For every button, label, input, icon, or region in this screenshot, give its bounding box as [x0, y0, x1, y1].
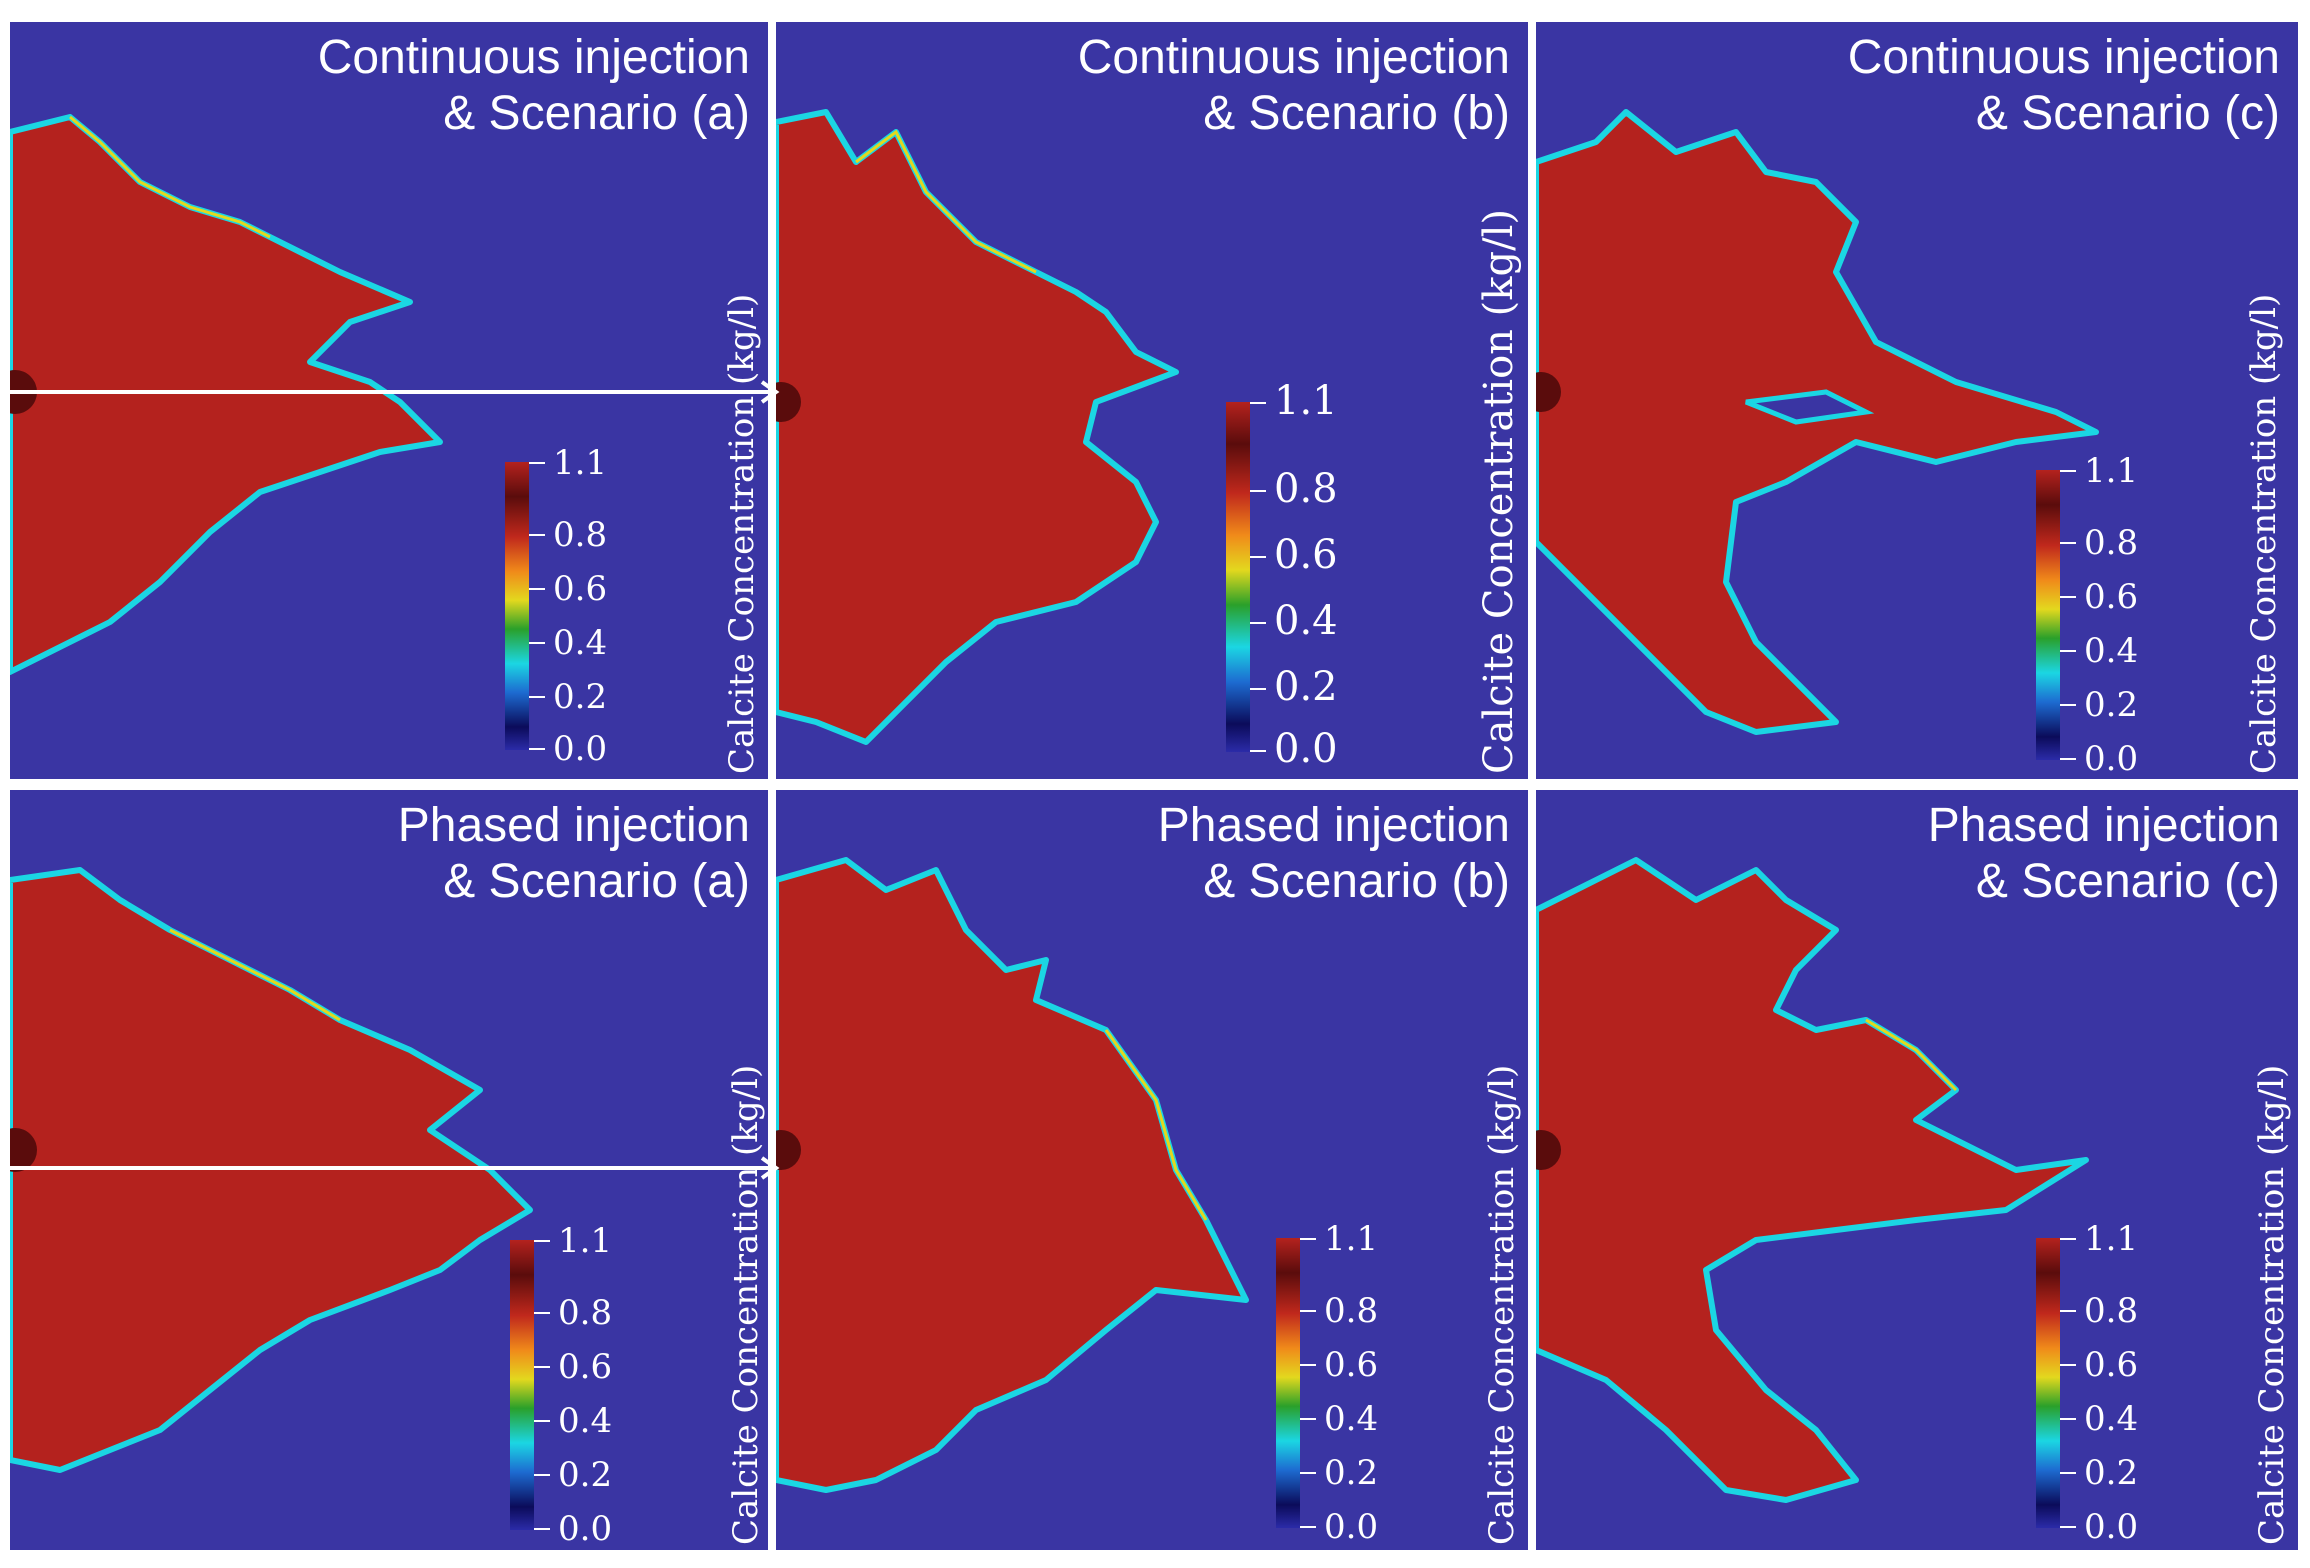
- colorbar-tick-label: 1.1: [2084, 1219, 2139, 1259]
- colorbar-tick-label: 0.0: [2084, 1507, 2139, 1547]
- colorbar-tick-label: 0.6: [2084, 1345, 2139, 1385]
- panel-continuous-c: Continuous injection & Scenario (c) 1.1 …: [1536, 22, 2298, 779]
- panel-title: Phased injection & Scenario (a): [398, 798, 750, 910]
- colorbar-tick-label: 0.6: [2084, 577, 2139, 617]
- title-line-1: Phased injection: [1157, 799, 1510, 852]
- colorbar-title: Calcite Concentration (kg/l): [726, 1064, 766, 1545]
- title-line-2: & Scenario (c): [1975, 87, 2280, 140]
- colorbar: 1.1 0.8 0.6 0.4 0.2 0.0: [1226, 381, 1356, 769]
- colorbar-tick-label: 0.2: [2084, 685, 2139, 725]
- colorbar-title: Calcite Concentration (kg/l): [722, 293, 762, 774]
- title-line-2: & Scenario (a): [443, 87, 750, 140]
- colorbar-tick-label: 0.8: [558, 1293, 613, 1333]
- colorbar-tick-label: 0.8: [1324, 1291, 1379, 1331]
- panel-title: Phased injection & Scenario (c): [1928, 798, 2280, 910]
- colorbar-tick-label: 0.6: [558, 1347, 613, 1387]
- panel-continuous-b: Continuous injection & Scenario (b) 1.1 …: [776, 22, 1528, 779]
- colorbar-tick-label: 0.4: [1274, 598, 1338, 644]
- colorbar-tick-label: 0.2: [553, 677, 608, 717]
- colorbar-gradient: [2036, 1238, 2060, 1528]
- colorbar-tick-label: 0.8: [1274, 466, 1338, 512]
- colorbar: 1.1 0.8 0.6 0.4 0.2 0.0: [2036, 1222, 2156, 1544]
- colorbar-tick-label: 0.0: [1274, 726, 1338, 772]
- colorbar-title: Calcite Concentration (kg/l): [1482, 1064, 1522, 1545]
- panel-title: Phased injection & Scenario (b): [1158, 798, 1510, 910]
- colorbar-tick-label: 1.1: [1324, 1219, 1379, 1259]
- colorbar: 1.1 0.8 0.6 0.4 0.2 0.0: [1276, 1222, 1396, 1544]
- colorbar-tick-label: 0.6: [553, 569, 608, 609]
- colorbar-tick-label: 0.0: [1324, 1507, 1379, 1547]
- calcite-field-phased-b: [776, 857, 1249, 1493]
- colorbar-gradient: [505, 462, 529, 750]
- colorbar: 1.1 0.8 0.6 0.4 0.2 0.0: [2036, 454, 2156, 776]
- panel-phased-c: Phased injection & Scenario (c) 1.1 0.8 …: [1536, 790, 2298, 1550]
- title-line-1: Phased injection: [1927, 799, 2280, 852]
- colorbar-tick-label: 0.8: [2084, 1291, 2139, 1331]
- arrow-top: [10, 380, 780, 404]
- title-line-1: Continuous injection: [1077, 31, 1510, 84]
- colorbar-title: Calcite Concentration (kg/l): [2252, 1064, 2292, 1545]
- title-line-2: & Scenario (b): [1203, 87, 1510, 140]
- calcite-field-phased-c: [1536, 857, 2089, 1503]
- title-line-2: & Scenario (b): [1203, 855, 1510, 908]
- colorbar-tick-label: 0.4: [553, 623, 608, 663]
- colorbar-gradient: [510, 1240, 534, 1530]
- colorbar-gradient: [2036, 470, 2060, 760]
- panel-title: Continuous injection & Scenario (a): [318, 30, 750, 142]
- colorbar-tick-label: 0.6: [1324, 1345, 1379, 1385]
- arrow-bottom: [10, 1156, 780, 1180]
- colorbar-gradient: [1226, 402, 1250, 752]
- panel-continuous-a: Continuous injection & Scenario (a) 1.1 …: [10, 22, 768, 779]
- colorbar-tick-label: 0.4: [1324, 1399, 1379, 1439]
- panel-title: Continuous injection & Scenario (b): [1078, 30, 1510, 142]
- colorbar: 1.1 0.8 0.6 0.4 0.2 0.0: [505, 446, 625, 766]
- colorbar-tick-label: 0.2: [558, 1455, 613, 1495]
- colorbar-gradient: [1276, 1238, 1300, 1528]
- colorbar-tick-label: 1.1: [558, 1221, 613, 1261]
- title-line-2: & Scenario (c): [1975, 855, 2280, 908]
- colorbar-tick-label: 0.8: [2084, 523, 2139, 563]
- title-line-1: Phased injection: [397, 799, 750, 852]
- colorbar: 1.1 0.8 0.6 0.4 0.2 0.0: [510, 1224, 630, 1546]
- colorbar-tick-label: 1.1: [1274, 378, 1338, 424]
- colorbar-tick-label: 0.2: [1324, 1453, 1379, 1493]
- colorbar-tick-label: 0.4: [2084, 631, 2139, 671]
- colorbar-tick-label: 1.1: [553, 443, 608, 483]
- colorbar-tick-label: 0.2: [1274, 664, 1338, 710]
- colorbar-tick-label: 0.0: [553, 729, 608, 769]
- title-line-1: Continuous injection: [1847, 31, 2280, 84]
- colorbar-title: Calcite Concentration (kg/l): [1476, 209, 1522, 774]
- calcite-field-continuous-c: [1536, 109, 2099, 735]
- calcite-field-continuous-b: [776, 109, 1179, 745]
- title-line-1: Continuous injection: [317, 31, 750, 84]
- colorbar-title: Calcite Concentration (kg/l): [2244, 293, 2284, 774]
- colorbar-tick-label: 0.4: [2084, 1399, 2139, 1439]
- colorbar-tick-label: 0.2: [2084, 1453, 2139, 1493]
- panel-phased-b: Phased injection & Scenario (b) 1.1 0.8 …: [776, 790, 1528, 1550]
- title-line-2: & Scenario (a): [443, 855, 750, 908]
- panel-title: Continuous injection & Scenario (c): [1848, 30, 2280, 142]
- colorbar-tick-label: 0.4: [558, 1401, 613, 1441]
- colorbar-tick-label: 0.0: [2084, 739, 2139, 779]
- colorbar-tick-label: 0.8: [553, 515, 608, 555]
- colorbar-tick-label: 0.0: [558, 1509, 613, 1549]
- colorbar-tick-label: 0.6: [1274, 532, 1338, 578]
- colorbar-tick-label: 1.1: [2084, 451, 2139, 491]
